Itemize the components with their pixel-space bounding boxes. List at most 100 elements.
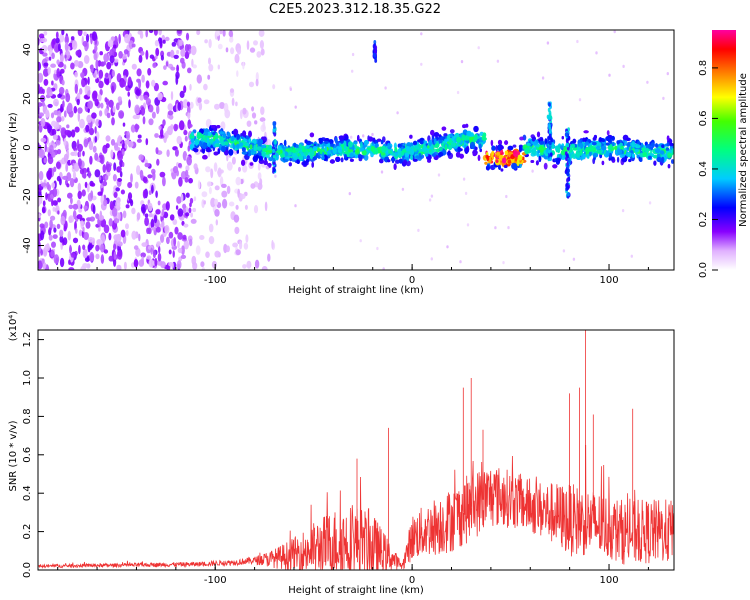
- heatmap-cell: [519, 136, 524, 141]
- heatmap-cell: [38, 250, 41, 257]
- heatmap-cell: [201, 266, 205, 270]
- heatmap-cell: [59, 235, 64, 243]
- heatmap-cell: [248, 138, 252, 143]
- heatmap-cell: [180, 193, 184, 203]
- heatmap-cell: [68, 216, 73, 223]
- heatmap-cell: [100, 254, 105, 264]
- heatmap-cell: [75, 228, 78, 234]
- heatmap-cell: [176, 135, 182, 145]
- heatmap-cell: [82, 248, 88, 259]
- heatmap-cell: [434, 138, 437, 145]
- heatmap-cell: [565, 156, 568, 162]
- heatmap-cell: [154, 55, 158, 60]
- heatmap-cell: [159, 37, 163, 47]
- heatmap-cell: [64, 54, 67, 59]
- heatmap-cell: [267, 153, 270, 159]
- heatmap-cell: [608, 73, 611, 77]
- heatmap-cell: [184, 44, 190, 53]
- heatmap-cell: [470, 141, 475, 149]
- heatmap-cell: [317, 155, 321, 159]
- heatmap-cell: [163, 65, 167, 70]
- heatmap-cell: [194, 140, 199, 146]
- heatmap-cell: [86, 114, 93, 124]
- heatmap-cell: [309, 132, 315, 138]
- heatmap-cell: [95, 77, 100, 84]
- heatmap-cell: [180, 254, 187, 259]
- heatmap-cell: [243, 242, 249, 250]
- heatmap-cell: [507, 226, 510, 230]
- heatmap-cell: [112, 106, 116, 113]
- heatmap-cell: [51, 120, 57, 127]
- heatmap-cell: [51, 241, 56, 248]
- heatmap-cell: [95, 253, 100, 260]
- heatmap-cell: [118, 51, 123, 59]
- heatmap-cell: [91, 31, 98, 41]
- x-tick-label: 0: [409, 575, 415, 586]
- heatmap-cell: [60, 68, 65, 74]
- heatmap-cell: [134, 104, 140, 115]
- heatmap-cell: [55, 37, 60, 44]
- heatmap-cell: [361, 149, 367, 156]
- heatmap-cell: [128, 76, 132, 86]
- heatmap-cell: [344, 151, 350, 155]
- heatmap-cell: [473, 138, 476, 143]
- heatmap-cell: [55, 140, 61, 146]
- heatmap-cell: [67, 192, 73, 199]
- y-tick-label: 0.6: [22, 447, 33, 463]
- heatmap-cell: [167, 125, 173, 136]
- heatmap-cell: [176, 64, 180, 73]
- heatmap-cell: [261, 151, 266, 157]
- heatmap-cell: [434, 143, 440, 148]
- heatmap-cell: [415, 155, 420, 159]
- heatmap-cell: [242, 164, 248, 173]
- heatmap-cell: [73, 147, 78, 152]
- y-tick-label: 1.2: [22, 332, 33, 348]
- y-tick-label: 0.4: [22, 485, 33, 501]
- heatmap-cell: [173, 54, 179, 60]
- top-y-ticks: -40 -20 0 20 40: [22, 43, 44, 254]
- heatmap-cell: [145, 49, 149, 60]
- heatmap-cell: [207, 146, 210, 152]
- heatmap-cell: [89, 216, 96, 222]
- heatmap-cell: [95, 213, 100, 219]
- heatmap-cell: [512, 144, 517, 148]
- top-x-ticks: -100 0 100: [57, 264, 649, 286]
- heatmap-cell: [459, 260, 462, 264]
- heatmap-cell: [52, 134, 58, 140]
- heatmap-cell: [174, 226, 179, 235]
- colorbar-tick-label: 0.0: [698, 262, 709, 278]
- heatmap-cell: [103, 199, 108, 207]
- heatmap-cell: [362, 134, 365, 138]
- heatmap-cell: [210, 125, 216, 129]
- heatmap-cell: [43, 62, 49, 67]
- heatmap-cell: [59, 257, 65, 268]
- heatmap-cell: [375, 142, 379, 149]
- heatmap-cell: [46, 181, 50, 190]
- heatmap-cell: [75, 50, 81, 57]
- heatmap-cell: [220, 141, 226, 146]
- heatmap-cell: [666, 135, 670, 141]
- heatmap-cell: [257, 162, 261, 171]
- heatmap-cell: [82, 244, 86, 251]
- heatmap-cell: [531, 169, 534, 173]
- heatmap-cell: [262, 147, 268, 153]
- heatmap-cell: [543, 162, 548, 170]
- heatmap-cell: [274, 174, 277, 178]
- heatmap-cell: [244, 204, 248, 210]
- bottom-y-multiplier: (x10⁴): [8, 311, 19, 342]
- y-tick-label: 0.8: [22, 408, 33, 424]
- heatmap-cell: [49, 219, 53, 229]
- heatmap-cell: [179, 90, 185, 98]
- heatmap-cell: [163, 133, 168, 144]
- heatmap-cell: [190, 138, 195, 143]
- heatmap-cell: [225, 47, 229, 53]
- heatmap-cell: [654, 147, 661, 154]
- heatmap-cell: [93, 72, 96, 78]
- heatmap-cell: [433, 132, 440, 138]
- heatmap-cell: [273, 124, 276, 129]
- heatmap-cell: [76, 214, 83, 220]
- heatmap-cell: [226, 161, 233, 171]
- heatmap-cell: [131, 207, 136, 215]
- heatmap-cell: [200, 261, 205, 268]
- heatmap-cell: [43, 68, 49, 77]
